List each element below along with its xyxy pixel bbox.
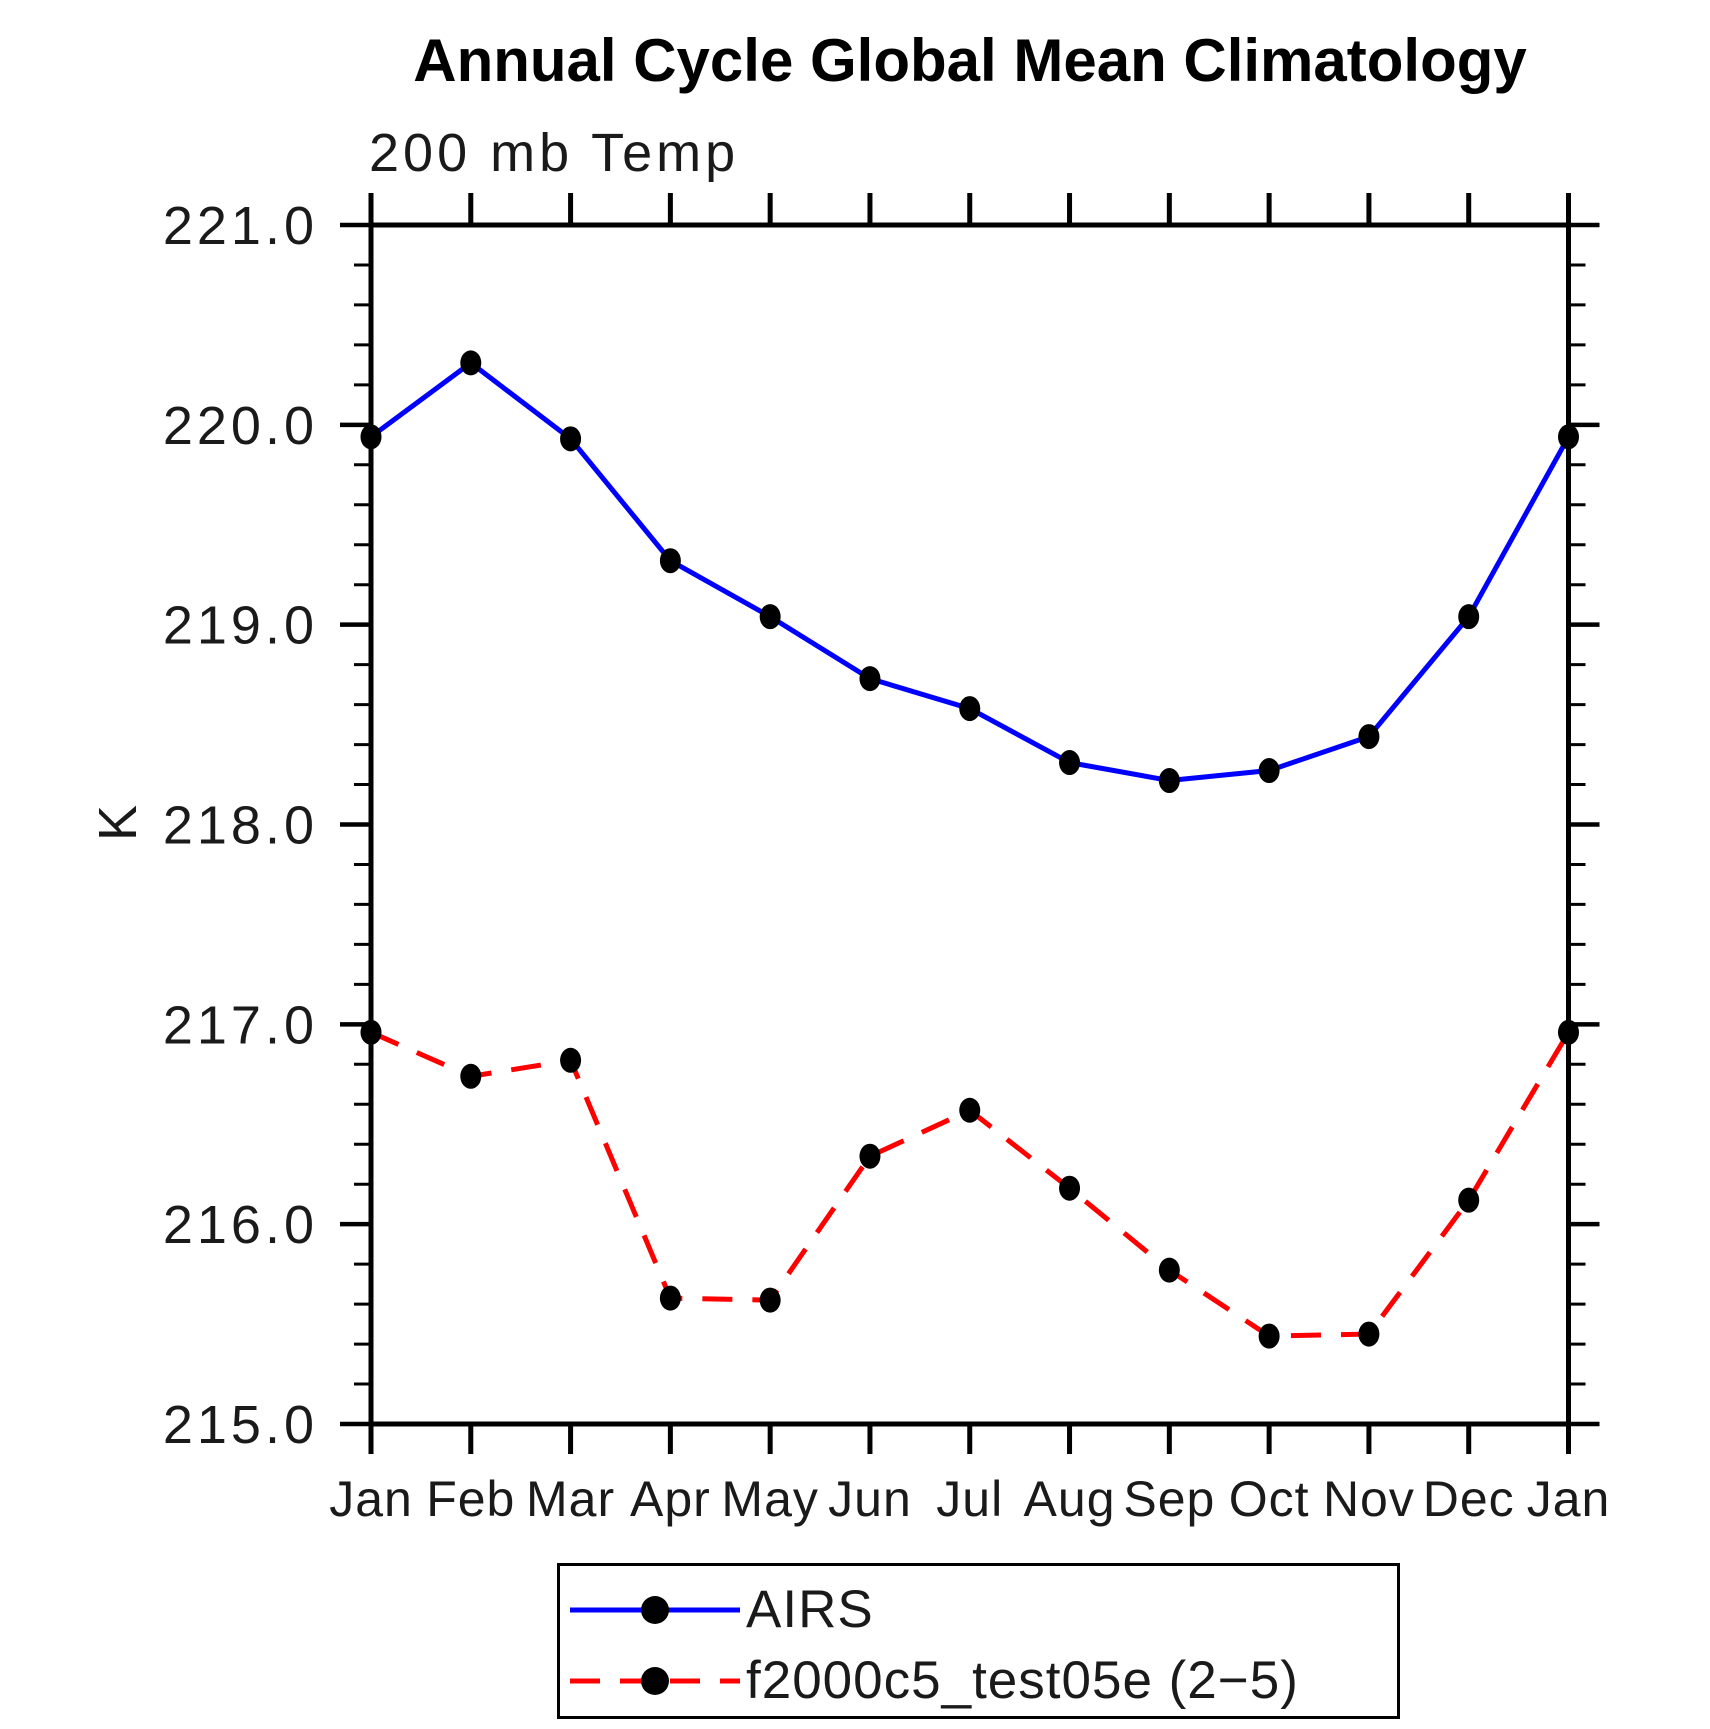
- x-tick-label: Oct: [1229, 1471, 1310, 1527]
- data-point-marker: [959, 696, 981, 722]
- x-tick-label: Apr: [630, 1471, 711, 1527]
- data-point-marker: [859, 666, 881, 692]
- data-point-marker: [1059, 1175, 1081, 1201]
- data-point-marker: [1158, 768, 1180, 794]
- data-point-marker: [859, 1143, 881, 1169]
- data-point-marker: [1558, 424, 1579, 450]
- data-point-marker: [1358, 1321, 1380, 1347]
- data-point-marker: [460, 350, 482, 376]
- y-tick-label: 216.0: [163, 1195, 318, 1255]
- x-tick-label: Jan: [329, 1471, 413, 1527]
- x-tick-label: Jul: [936, 1471, 1003, 1527]
- data-point-marker: [1059, 750, 1081, 776]
- data-point-marker: [1458, 1187, 1480, 1213]
- legend-label: f2000c5_test05e (2−5): [746, 1651, 1299, 1710]
- y-tick-label: 221.0: [163, 196, 318, 256]
- y-tick-label: 218.0: [163, 796, 318, 856]
- legend-marker-dot: [641, 1595, 669, 1624]
- x-tick-label: Mar: [526, 1471, 615, 1527]
- series-line-f2000c5: [369, 1030, 1571, 1339]
- y-tick-label: 215.0: [163, 1395, 318, 1455]
- x-tick-label: Aug: [1024, 1471, 1116, 1527]
- legend-line-sample-airs: [570, 1595, 740, 1624]
- data-point-marker: [1358, 724, 1380, 750]
- legend-entry-f2000c5: f2000c5_test05e (2−5): [566, 1645, 1397, 1716]
- data-point-marker: [1458, 604, 1480, 630]
- x-tick-label: Jun: [828, 1471, 912, 1527]
- x-tick-label: Sep: [1123, 1471, 1215, 1527]
- data-point-marker: [460, 1063, 482, 1089]
- data-point-marker: [759, 604, 781, 630]
- data-point-marker: [659, 1285, 681, 1311]
- legend: AIRS f2000c5_test05e (2−5): [557, 1563, 1400, 1719]
- x-tick-label: Nov: [1323, 1471, 1415, 1527]
- data-point-marker: [959, 1097, 981, 1123]
- data-point-marker: [759, 1287, 781, 1313]
- data-point-marker: [560, 1047, 582, 1073]
- x-tick-label: May: [721, 1471, 818, 1527]
- legend-marker-dot: [641, 1666, 669, 1695]
- data-point-marker: [659, 548, 681, 574]
- x-tick-label: Jan: [1527, 1471, 1611, 1527]
- chart-subtitle: 200 mb Temp: [369, 123, 740, 183]
- legend-label: AIRS: [746, 1580, 874, 1639]
- data-point-marker: [1158, 1257, 1180, 1283]
- data-point-marker: [560, 426, 582, 452]
- data-point-marker: [360, 424, 382, 450]
- x-tick-label: Feb: [426, 1471, 515, 1527]
- legend-line-sample-f2000c5: [570, 1666, 740, 1695]
- data-point-marker: [1258, 1323, 1280, 1349]
- data-point-marker: [1558, 1019, 1579, 1045]
- legend-entry-airs: AIRS: [566, 1574, 1397, 1645]
- y-tick-label: 217.0: [163, 995, 318, 1055]
- data-point-marker: [1258, 758, 1280, 784]
- chart-title: Annual Cycle Global Mean Climatology: [413, 27, 1527, 94]
- data-point-marker: [360, 1019, 382, 1045]
- x-tick-label: Dec: [1423, 1471, 1515, 1527]
- y-tick-label: 219.0: [163, 596, 318, 656]
- y-tick-label: 220.0: [163, 396, 318, 456]
